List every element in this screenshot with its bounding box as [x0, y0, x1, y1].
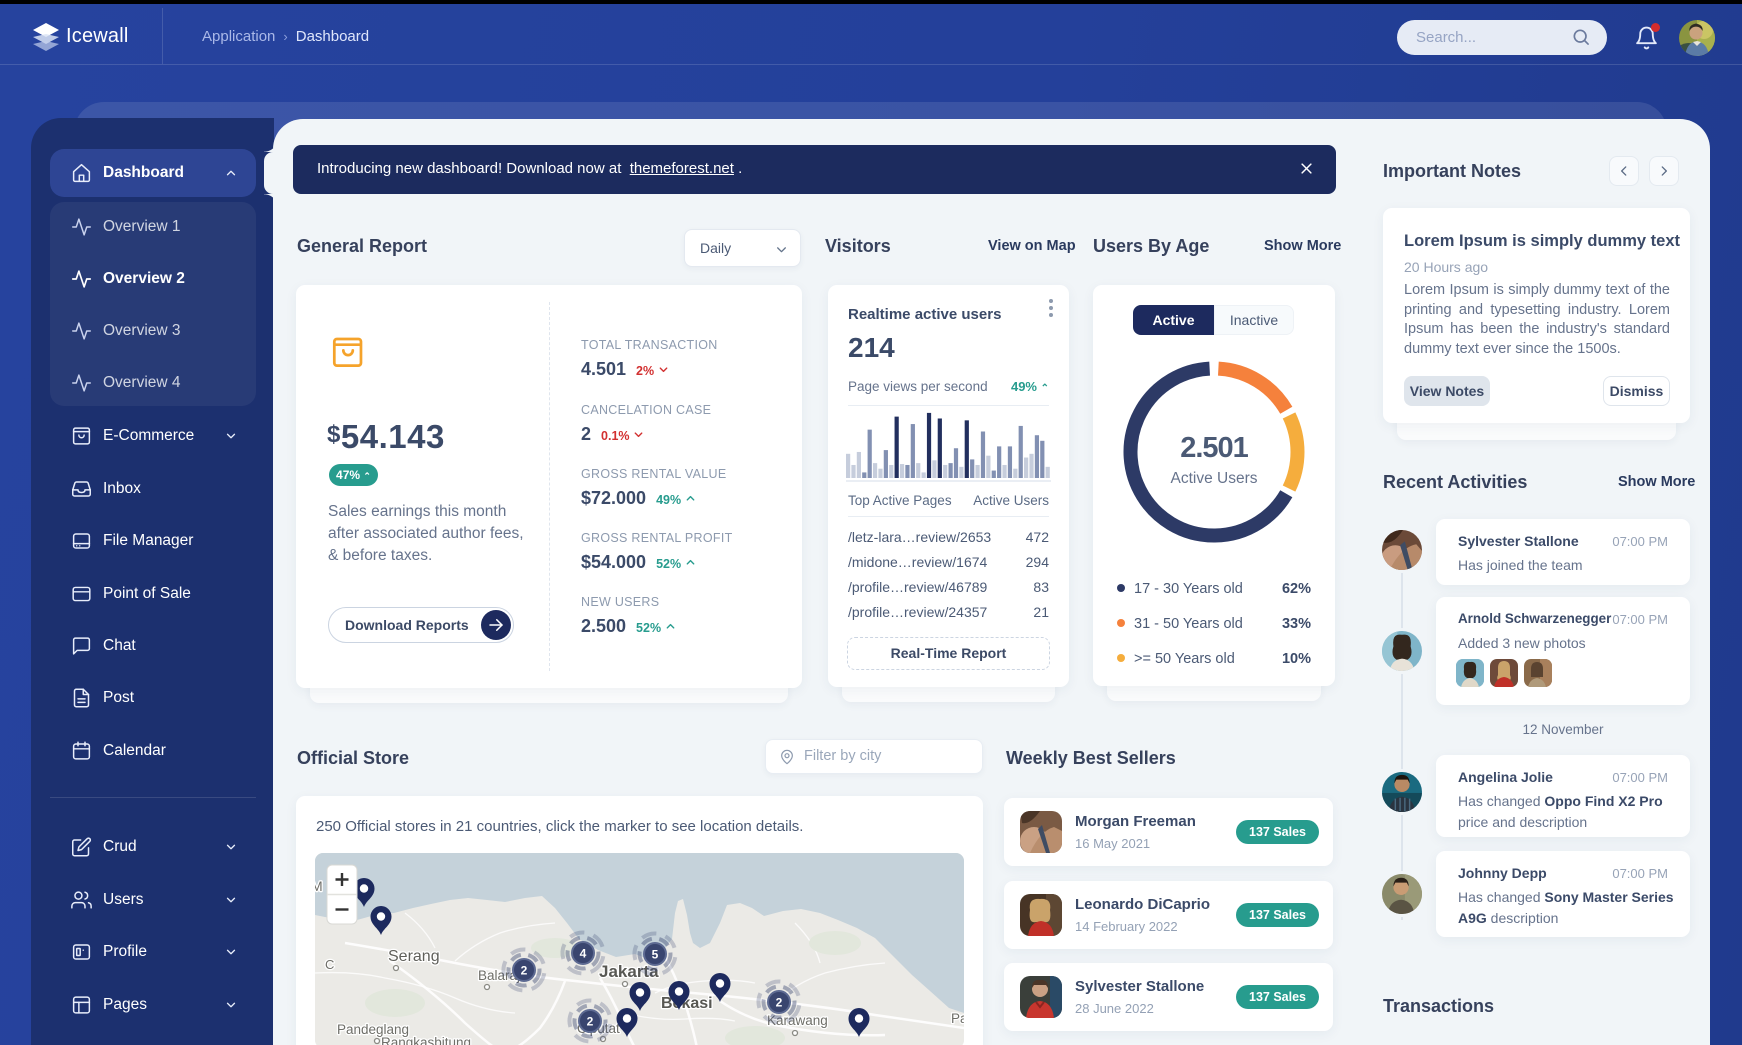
- svg-text:4: 4: [580, 947, 587, 961]
- svg-text:Rangkasbitung: Rangkasbitung: [381, 1035, 471, 1045]
- svg-text:Karawang: Karawang: [767, 1013, 828, 1028]
- svg-text:Serang: Serang: [388, 948, 440, 965]
- svg-text:5: 5: [652, 948, 659, 962]
- svg-text:Jakarta: Jakarta: [599, 962, 659, 981]
- svg-text:2: 2: [776, 996, 783, 1010]
- svg-text:Par: Par: [951, 1011, 964, 1026]
- svg-text:C: C: [325, 957, 334, 972]
- svg-text:2: 2: [521, 964, 528, 978]
- svg-text:2: 2: [587, 1015, 594, 1029]
- svg-text:M: M: [315, 878, 323, 894]
- svg-text:Pandeglang: Pandeglang: [337, 1022, 409, 1037]
